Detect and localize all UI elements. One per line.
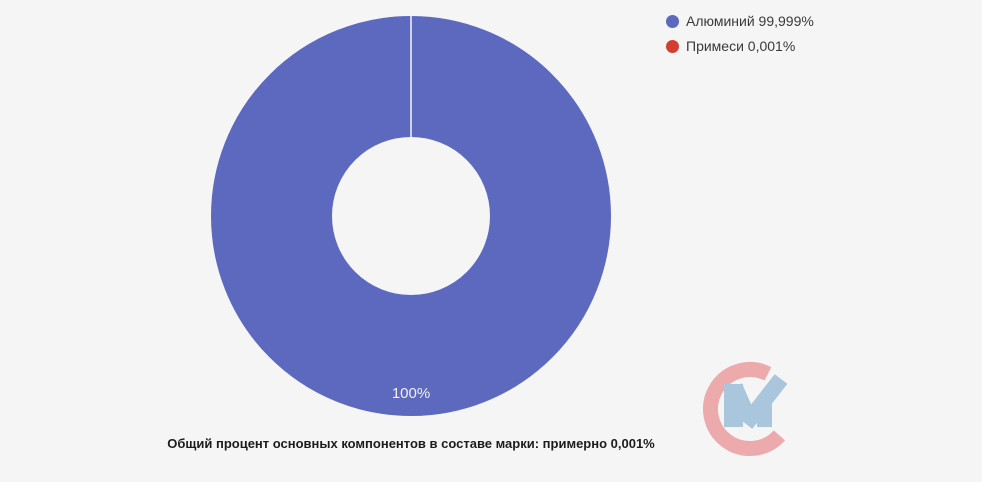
legend-label-impurities: Примеси 0,001% — [686, 38, 796, 54]
legend: Алюминий 99,999% Примеси 0,001% — [666, 13, 814, 55]
chart-caption: Общий процент основных компонентов в сос… — [167, 436, 655, 451]
legend-item-aluminium[interactable]: Алюминий 99,999% — [666, 13, 814, 30]
slice-percentage-label: 100% — [392, 385, 430, 402]
legend-item-impurities[interactable]: Примеси 0,001% — [666, 38, 814, 55]
logo-m-check-icon — [724, 374, 788, 429]
donut-chart: 100% — [211, 16, 611, 416]
legend-marker-impurities — [666, 40, 679, 53]
logo-c-icon — [703, 362, 785, 456]
watermark-logo — [703, 362, 788, 456]
legend-label-aluminium: Алюминий 99,999% — [686, 13, 814, 29]
legend-marker-aluminium — [666, 15, 679, 28]
